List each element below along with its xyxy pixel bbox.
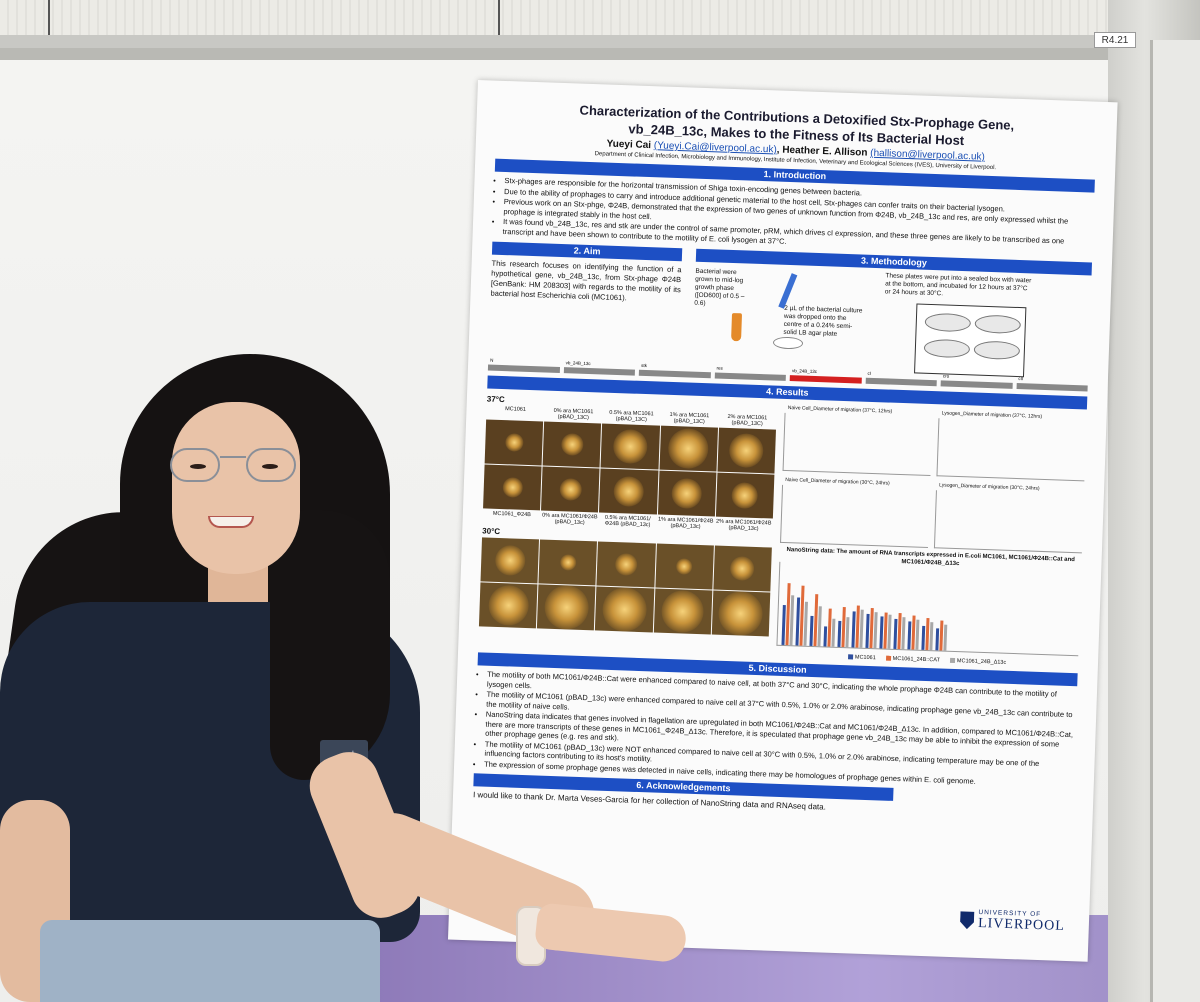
bar-group <box>921 617 934 651</box>
petri-dish-icon <box>772 336 804 350</box>
method-step-2: 2 µL of the bacterial culture was droppe… <box>783 304 863 338</box>
bar <box>901 617 906 650</box>
bar-group <box>781 583 795 646</box>
bar <box>943 624 948 651</box>
agar-plate-photo <box>717 427 776 474</box>
agar-plate-photo <box>711 590 771 637</box>
bar <box>803 601 808 646</box>
gene-block: cI <box>865 371 937 387</box>
bar <box>859 609 864 648</box>
chart-naive-30: Naive Cell_Diameter of migration (30°C, … <box>780 477 930 548</box>
bar-group <box>795 585 808 646</box>
jeans <box>40 920 380 1002</box>
hanging-wire <box>498 0 500 60</box>
chart-lysogen-37: Lysogen_Diameter of migration (37°C, 12h… <box>936 410 1087 482</box>
face <box>172 402 300 574</box>
method-step-1: Bacterial were grown to mid-log growth p… <box>694 267 745 308</box>
section-header-aim: 2. Aim <box>491 241 683 262</box>
bar-group <box>809 594 822 647</box>
incubation-box-icon <box>914 303 1027 378</box>
eye <box>262 464 278 469</box>
university-logo: UNIVERSITY OF LIVERPOOL <box>960 908 1066 935</box>
bar <box>929 622 934 651</box>
bar-group <box>879 612 892 649</box>
chart-naive-37: Naive Cell_Diameter of migration (37°C, … <box>782 405 933 477</box>
presenter <box>0 340 720 1002</box>
bar-group <box>907 615 920 650</box>
aim-text: This research focuses on identifying the… <box>490 258 682 303</box>
bar-group <box>851 605 864 648</box>
chart-lysogen-30: Lysogen_Diameter of migration (30°C, 24h… <box>933 482 1084 554</box>
board-number-label: R4.21 <box>1094 32 1136 48</box>
glasses-bridge <box>220 456 246 458</box>
bar <box>915 619 920 650</box>
bar-group <box>935 620 948 651</box>
results-charts: Naive Cell_Diameter of migration (37°C, … <box>776 403 1087 668</box>
neighbor-board-edge <box>1150 40 1200 1002</box>
agar-plate-photo <box>715 472 775 519</box>
gene-block-target: vb_24B_13c <box>789 368 862 384</box>
bar-group <box>865 608 878 649</box>
gene-block: cro <box>940 373 1013 389</box>
gene-block: cII <box>1016 376 1088 392</box>
crest-icon <box>960 911 975 929</box>
gene-block: res <box>714 366 786 381</box>
smile <box>208 516 254 528</box>
bar <box>845 617 850 648</box>
bar <box>873 612 878 649</box>
methodology-diagram: Bacterial were grown to mid-log growth p… <box>692 266 1091 380</box>
bar <box>831 618 836 647</box>
eye <box>190 464 206 469</box>
nanostring-chart <box>776 561 1082 657</box>
bar <box>789 595 795 646</box>
glasses-icon <box>170 448 220 482</box>
bar-group <box>837 607 850 648</box>
bar-group <box>893 613 906 650</box>
agar-plate-photo <box>713 545 772 592</box>
presenting-hand <box>534 902 688 964</box>
method-step-3: These plates were put into a sealed box … <box>884 272 1032 298</box>
glasses-icon <box>246 448 296 482</box>
pipette-icon <box>778 273 798 309</box>
culture-tube-icon <box>731 313 743 342</box>
bar <box>817 606 822 647</box>
bar-group <box>823 608 836 647</box>
hair <box>270 510 390 780</box>
bar <box>887 614 892 649</box>
